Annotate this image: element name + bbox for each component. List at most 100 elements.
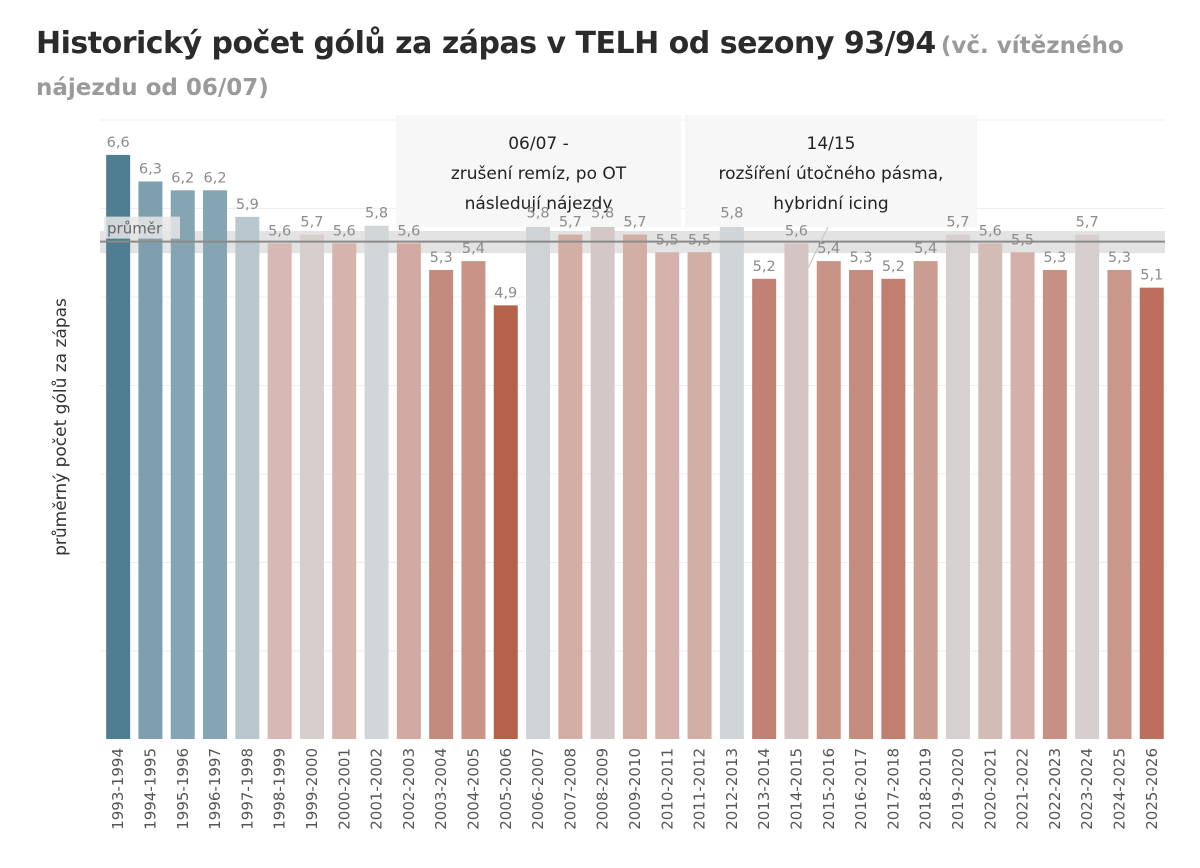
x-tick-2001-2002: 2001-2002 (368, 748, 386, 830)
value-label-2019-2020: 5,7 (946, 215, 969, 231)
value-label-2013-2014: 5,2 (753, 259, 776, 275)
x-tick-1997-1998: 1997-1998 (238, 748, 256, 830)
bars (106, 154, 1164, 740)
value-label-1996-1997: 6,2 (204, 170, 227, 186)
x-tick-2009-2010: 2009-2010 (626, 748, 644, 830)
bar-2014-2015 (784, 243, 809, 739)
x-tick-2021-2022: 2021-2022 (1014, 748, 1032, 830)
x-tick-2000-2001: 2000-2001 (335, 748, 353, 830)
bar-1995-1996 (170, 190, 195, 740)
bar-2005-2006 (493, 305, 518, 739)
bar-1999-2000 (299, 234, 324, 740)
x-tick-2013-2014: 2013-2014 (755, 748, 773, 830)
x-tick-2010-2011: 2010-2011 (658, 748, 676, 830)
annotation-2-line-1: 14/15 (807, 134, 856, 154)
value-label-1999-2000: 5,7 (300, 215, 323, 231)
bar-2007-2008 (558, 234, 583, 740)
value-label-2002-2003: 5,6 (397, 223, 420, 239)
value-label-2016-2017: 5,3 (850, 250, 873, 266)
bar-2017-2018 (881, 278, 906, 739)
x-tick-1993-1994: 1993-1994 (109, 748, 127, 830)
average-label: průměr (107, 220, 163, 238)
value-label-2011-2012: 5,5 (688, 232, 711, 248)
x-tick-2002-2003: 2002-2003 (400, 748, 418, 830)
value-label-2008-2009: 5,8 (591, 206, 614, 222)
bar-2012-2013 (719, 225, 744, 739)
bar-1994-1995 (138, 181, 163, 739)
annotation-connector (807, 226, 829, 269)
bar-2004-2005 (461, 261, 486, 739)
bar-2022-2023 (1042, 269, 1067, 739)
bar-1997-1998 (235, 216, 260, 740)
value-label-2018-2019: 5,4 (914, 241, 937, 257)
x-tick-2018-2019: 2018-2019 (917, 748, 935, 830)
value-label-2012-2013: 5,8 (720, 206, 743, 222)
x-tick-labels: 1993-1994 1994-1995 1995-1996 1996-1997 1997… (109, 748, 1161, 830)
bar-2015-2016 (816, 261, 841, 739)
x-tick-2016-2017: 2016-2017 (852, 748, 870, 830)
value-label-1994-1995: 6,3 (139, 161, 162, 177)
value-label-2021-2022: 5,5 (1011, 232, 1034, 248)
bar-2016-2017 (849, 269, 874, 739)
x-tick-2022-2023: 2022-2023 (1046, 748, 1064, 830)
x-tick-2004-2005: 2004-2005 (464, 748, 482, 830)
x-tick-2023-2024: 2023-2024 (1078, 748, 1096, 830)
x-tick-1999-2000: 1999-2000 (303, 748, 321, 830)
bar-2013-2014 (752, 278, 777, 739)
bar-2019-2020 (945, 234, 970, 740)
value-label-2020-2021: 5,6 (979, 223, 1002, 239)
value-label-2009-2010: 5,7 (623, 215, 646, 231)
value-label-2015-2016: 5,4 (817, 241, 840, 257)
annotation-1-line-3: následují nájezdy (465, 194, 613, 214)
bar-1993-1994 (106, 154, 131, 739)
x-tick-2006-2007: 2006-2007 (529, 748, 547, 830)
bar-2018-2019 (913, 261, 938, 739)
bar-2003-2004 (429, 269, 454, 739)
chart-title-block: Historický počet gólů za zápas v TELH od… (36, 24, 1176, 110)
x-tick-1995-1996: 1995-1996 (174, 748, 192, 830)
x-tick-2005-2006: 2005-2006 (497, 748, 515, 830)
x-tick-1998-1999: 1998-1999 (271, 748, 289, 830)
annotations: 06/07 - zrušení remíz, po OT následují náj… (396, 115, 977, 269)
annotation-1-line-2: zrušení remíz, po OT (451, 164, 627, 184)
bar-1998-1999 (267, 243, 292, 739)
annotation-box-2 (685, 115, 977, 227)
value-label-1995-1996: 6,2 (171, 170, 194, 186)
bar-2006-2007 (526, 225, 551, 739)
value-label-2004-2005: 5,4 (462, 241, 485, 257)
x-tick-2024-2025: 2024-2025 (1110, 748, 1128, 830)
annotation-1-line-1: 06/07 - (508, 134, 569, 154)
chart-title: Historický počet gólů za zápas v TELH od… (36, 26, 936, 61)
average-line-layer: průměr (100, 216, 1165, 243)
x-tick-2014-2015: 2014-2015 (787, 748, 805, 830)
value-label-2000-2001: 5,6 (333, 223, 356, 239)
value-label-2025-2026: 5,1 (1140, 268, 1163, 284)
value-label-2001-2002: 5,8 (365, 206, 388, 222)
value-label-2005-2006: 4,9 (494, 285, 517, 301)
bar-2011-2012 (687, 252, 712, 739)
chart-title-note: (vč. vítězného nájezdu od 06/07) (36, 33, 1124, 101)
value-label-2007-2008: 5,7 (559, 215, 582, 231)
annotation-2-line-2: rozšíření útočného pásma, (719, 164, 944, 184)
x-tick-2017-2018: 2017-2018 (884, 748, 902, 830)
average-label-background (104, 216, 180, 239)
value-label-2006-2007: 5,8 (527, 206, 550, 222)
bar-2024-2025 (1107, 269, 1132, 739)
bar-2000-2001 (332, 243, 357, 739)
bar-2021-2022 (1010, 252, 1035, 739)
x-tick-1996-1997: 1996-1997 (206, 748, 224, 830)
bar-2010-2011 (655, 252, 680, 739)
value-label-1998-1999: 5,6 (268, 223, 291, 239)
y-axis-title: průměrný počet gólů za zápas (51, 298, 71, 556)
x-tick-2007-2008: 2007-2008 (561, 748, 579, 830)
x-tick-2019-2020: 2019-2020 (949, 748, 967, 830)
x-tick-1994-1995: 1994-1995 (141, 748, 159, 830)
x-tick-2011-2012: 2011-2012 (691, 748, 709, 830)
x-tick-2012-2013: 2012-2013 (723, 748, 741, 830)
x-tick-2008-2009: 2008-2009 (594, 748, 612, 830)
value-labels: 6,6 6,3 6,2 6,2 5,9 5,6 5,7 5,6 5,8 5,6 5,3 5,4 4,9 5… (107, 135, 1164, 301)
bar-2020-2021 (978, 243, 1003, 739)
bar-2009-2010 (622, 234, 647, 740)
value-label-2003-2004: 5,3 (430, 250, 453, 266)
